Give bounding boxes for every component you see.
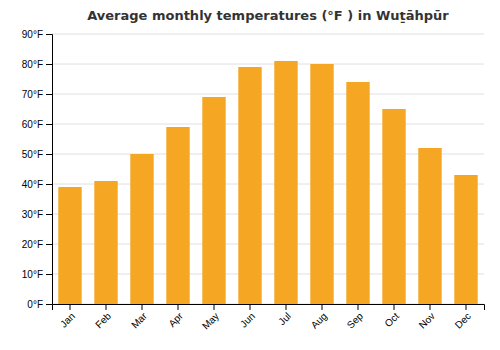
x-tick: Oct [382,304,401,329]
y-tick: 60°F [22,119,52,130]
y-axis-line [46,35,53,305]
x-tick: Sep [345,304,366,331]
y-tick: 50°F [22,149,52,160]
y-tick: 40°F [22,179,52,190]
bar [274,61,297,304]
y-tick-label: 70°F [22,89,43,100]
y-tick-mark [46,34,52,35]
bar [166,127,189,304]
bar [202,97,225,304]
y-tick-label: 60°F [22,119,43,130]
bars [58,61,477,304]
x-tick: Jan [58,304,77,330]
x-tick: Jul [276,304,293,327]
grid-line [52,124,484,125]
bar [130,154,153,304]
grid-line [52,64,484,65]
y-tick-label: 90°F [22,29,43,40]
x-tick: Jun [238,304,257,330]
y-tick-mark [46,244,52,245]
y-tick-label: 80°F [22,59,43,70]
x-tick-label: Nov [417,310,437,330]
x-tick: Nov [417,304,437,331]
y-tick-label: 10°F [22,269,43,280]
y-tick-mark [46,304,52,305]
x-tick-mark [178,304,179,310]
x-tick-label: Feb [93,310,113,330]
y-tick-label: 30°F [22,209,43,220]
y-tick-mark [46,124,52,125]
y-tick-mark [46,184,52,185]
bar [418,148,441,304]
x-tick: Feb [93,304,113,330]
x-axis: Jan Feb Mar Apr May Jun Jul Aug Sep Oct Nov Dec [53,304,485,332]
y-tick: 90°F [22,29,52,40]
grid-line [52,34,484,35]
y-tick-mark [46,214,52,215]
x-tick-mark [358,304,359,310]
bar [238,67,261,304]
y-tick: 10°F [22,269,52,280]
x-tick-label: Dec [453,310,473,330]
x-tick-label: Apr [166,310,185,329]
x-tick-label: Jul [276,310,293,327]
x-tick-mark [322,304,323,310]
x-tick-label: Jan [58,310,77,329]
x-tick-mark [214,304,215,310]
y-tick: 0°F [27,299,52,310]
bar [94,181,117,304]
y-tick-mark [46,274,52,275]
x-tick: Dec [453,304,473,331]
x-tick: Apr [166,304,185,329]
x-tick-label: Aug [309,310,329,330]
x-tick-label: Oct [382,310,401,329]
x-tick-label: Sep [345,310,366,331]
x-tick: Mar [129,304,149,330]
x-tick-mark [106,304,107,310]
y-tick-label: 0°F [27,299,43,310]
y-tick-mark [46,154,52,155]
x-tick-mark [466,304,467,310]
chart-container: Jan Feb Mar Apr May Jun Jul Aug Sep Oct Nov Dec 0°F 1… [0,0,500,350]
x-tick-mark [286,304,287,310]
y-tick-mark [46,64,52,65]
x-tick: Aug [309,304,329,331]
y-tick: 80°F [22,59,52,70]
y-tick: 20°F [22,239,52,250]
y-tick-label: 40°F [22,179,43,190]
grid-line [52,94,484,95]
chart-svg: Jan Feb Mar Apr May Jun Jul Aug Sep Oct Nov Dec 0°F 1… [0,0,500,350]
y-tick-mark [46,94,52,95]
x-tick-label: May [200,310,221,331]
x-tick: May [200,304,221,332]
bar [382,109,405,304]
bar [346,82,369,304]
x-tick-label: Mar [129,310,149,330]
plot-area: Jan Feb Mar Apr May Jun Jul Aug Sep Oct Nov Dec 0°F 1… [22,29,485,332]
x-tick-mark [250,304,251,310]
y-axis: 0°F 10°F 20°F 30°F 40°F 50°F 60°F 70°F 80°F 90°F [22,29,53,310]
bar [310,64,333,304]
chart-title: Average monthly temperatures (°F ) in Wu… [87,8,449,23]
y-tick-label: 20°F [22,239,43,250]
x-tick-mark [70,304,71,310]
x-tick-mark [142,304,143,310]
y-tick-label: 50°F [22,149,43,160]
x-axis-line [53,305,485,311]
grid [52,34,484,304]
bar [454,175,477,304]
bar [58,187,81,304]
y-tick: 30°F [22,209,52,220]
y-tick: 70°F [22,89,52,100]
x-tick-mark [430,304,431,310]
x-tick-label: Jun [238,310,257,329]
x-tick-mark [394,304,395,310]
